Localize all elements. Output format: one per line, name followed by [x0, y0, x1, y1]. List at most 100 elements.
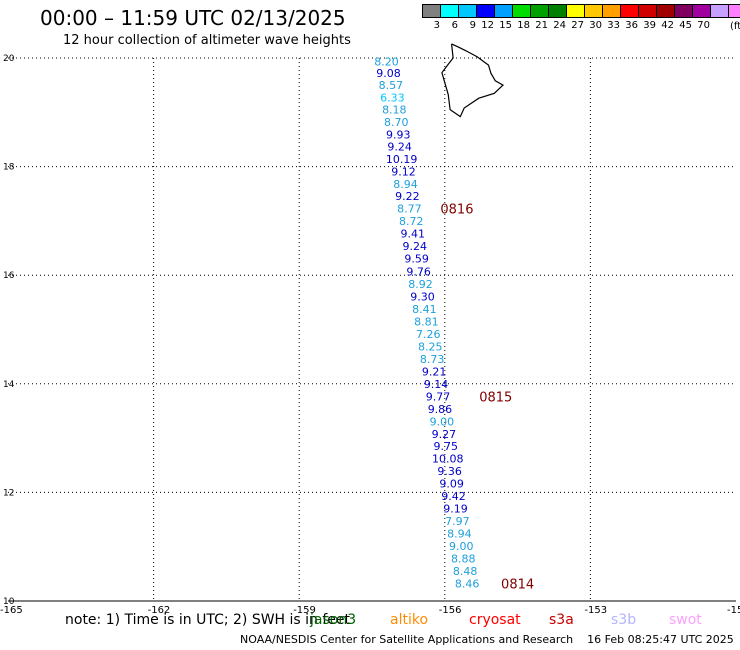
- wave-height-label: 9.86: [428, 403, 453, 416]
- wave-height-label: 10.08: [432, 453, 464, 466]
- footer-note: note: 1) Time is in UTC; 2) SWH is in fe…: [65, 612, 351, 628]
- satellite-label-cryosat: cryosat: [469, 612, 521, 628]
- color-swatch: [602, 4, 620, 18]
- wave-height-label: 9.21: [422, 365, 447, 378]
- wave-height-label: 9.22: [395, 190, 420, 203]
- lat-tick-label: 20: [3, 54, 15, 64]
- wave-height-label: 8.57: [379, 79, 404, 92]
- lon-tick-label: -150: [727, 605, 740, 616]
- lat-tick-label: 18: [3, 163, 15, 173]
- axis-tick-labels: -165 -162 -159 -156 -153 -150 20 18 16 14 12 10: [0, 54, 740, 616]
- wave-height-label: 8.94: [393, 178, 418, 191]
- color-scale-label: 36: [625, 20, 638, 31]
- wave-height-label: 8.92: [408, 278, 433, 291]
- wave-height-label: 9.76: [406, 265, 431, 278]
- color-swatch: [584, 4, 602, 18]
- wave-height-label: 9.36: [437, 465, 462, 478]
- color-scale-labels: 3 6 9 12 15 18 21 24 27 30 33 36 39 42 45 70: [422, 20, 740, 31]
- color-swatch: [620, 4, 638, 18]
- footer-credit: NOAA/NESDIS Center for Satellite Applica…: [240, 633, 734, 646]
- wave-height-label: 6.33: [380, 92, 405, 105]
- color-swatch: [440, 4, 458, 18]
- color-scale-label: 15: [499, 20, 512, 31]
- wave-height-label: 9.24: [387, 141, 412, 154]
- wave-height-label: 8.20: [374, 55, 399, 68]
- color-swatch: [476, 4, 494, 18]
- wave-height-label: 9.08: [376, 67, 401, 80]
- wave-height-label: 8.41: [412, 303, 437, 316]
- wave-height-label: 9.59: [404, 252, 429, 265]
- color-scale-label: 39: [643, 20, 656, 31]
- wave-height-label: 9.12: [391, 165, 416, 178]
- color-scale-label: 12: [481, 20, 494, 31]
- wave-height-label: 9.00: [430, 415, 455, 428]
- satellite-label-s3b: s3b: [611, 612, 637, 628]
- color-swatch: [728, 4, 740, 18]
- pass-time-label: 0816: [440, 202, 473, 217]
- wave-height-label: 9.42: [441, 490, 466, 503]
- lat-tick-label: 12: [3, 488, 14, 498]
- satellite-label-s3a: s3a: [549, 612, 574, 628]
- satellite-label-swot: swot: [669, 612, 702, 628]
- wave-height-label: 9.77: [426, 390, 451, 403]
- color-scale-label: 9: [469, 20, 476, 31]
- pass-time-labels: 0816 0815 0814: [440, 202, 534, 592]
- color-scale-swatches: [422, 4, 740, 18]
- color-swatch: [566, 4, 584, 18]
- wave-height-label: 8.94: [447, 528, 472, 541]
- color-scale-label: 33: [607, 20, 620, 31]
- map-title: 00:00 – 11:59 UTC 02/13/2025: [40, 6, 346, 30]
- lat-tick-label: 16: [3, 271, 15, 281]
- wave-height-label: 8.70: [384, 116, 409, 129]
- lat-tick-label: 10: [3, 597, 15, 607]
- wave-height-label: 8.73: [420, 353, 445, 366]
- wave-height-label: 8.18: [382, 104, 407, 117]
- color-swatch: [674, 4, 692, 18]
- wave-height-label: 9.30: [410, 290, 435, 303]
- color-swatch: [458, 4, 476, 18]
- color-scale-label: 21: [535, 20, 548, 31]
- color-swatch: [530, 4, 548, 18]
- color-swatch: [656, 4, 674, 18]
- color-scale-label: 42: [661, 20, 674, 31]
- satellite-label-altiko: altiko: [390, 612, 429, 628]
- wave-height-label: 9.00: [449, 540, 474, 553]
- wave-height-label: 8.46: [455, 578, 480, 591]
- color-swatch: [692, 4, 710, 18]
- wave-height-label: 9.41: [401, 227, 426, 240]
- map-subtitle: 12 hour collection of altimeter wave hei…: [63, 33, 351, 48]
- wave-height-label: 9.75: [434, 440, 459, 453]
- wave-height-label: 9.27: [432, 428, 457, 441]
- lon-tick-label: -165: [0, 605, 23, 616]
- color-swatch: [548, 4, 566, 18]
- color-scale-unit: (ft): [730, 21, 740, 32]
- color-swatch: [494, 4, 512, 18]
- color-scale-label: 45: [679, 20, 692, 31]
- credit-organization: NOAA/NESDIS Center for Satellite Applica…: [240, 633, 574, 646]
- color-scale-label: 27: [571, 20, 584, 31]
- big-island-outline: [441, 43, 505, 118]
- color-swatch: [710, 4, 728, 18]
- hawaii-coastline: [441, 43, 505, 118]
- color-swatch: [638, 4, 656, 18]
- wave-height-label: 7.97: [445, 515, 470, 528]
- wave-height-label: 9.24: [402, 240, 427, 253]
- wave-height-label: 8.48: [453, 565, 478, 578]
- wave-height-label: 7.26: [416, 328, 441, 341]
- color-scale-label: 18: [517, 20, 530, 31]
- color-scale-label: 70: [697, 20, 710, 31]
- lon-tick-label: -153: [584, 605, 607, 616]
- lon-tick-label: -156: [439, 605, 462, 616]
- pass-time-label: 0815: [479, 390, 512, 405]
- wave-height-label: 9.93: [386, 129, 411, 142]
- color-scale-label: 24: [553, 20, 566, 31]
- wave-height-label: 8.81: [414, 315, 439, 328]
- graticule-grid: [8, 57, 736, 602]
- generation-timestamp: 16 Feb 08:25:47 UTC 2025: [587, 633, 734, 646]
- wave-height-label: 8.72: [399, 215, 424, 228]
- color-scale-label: 6: [451, 20, 458, 31]
- lon-tick-label: -162: [148, 605, 171, 616]
- wave-height-label: 9.19: [443, 503, 468, 516]
- color-swatch: [422, 4, 440, 18]
